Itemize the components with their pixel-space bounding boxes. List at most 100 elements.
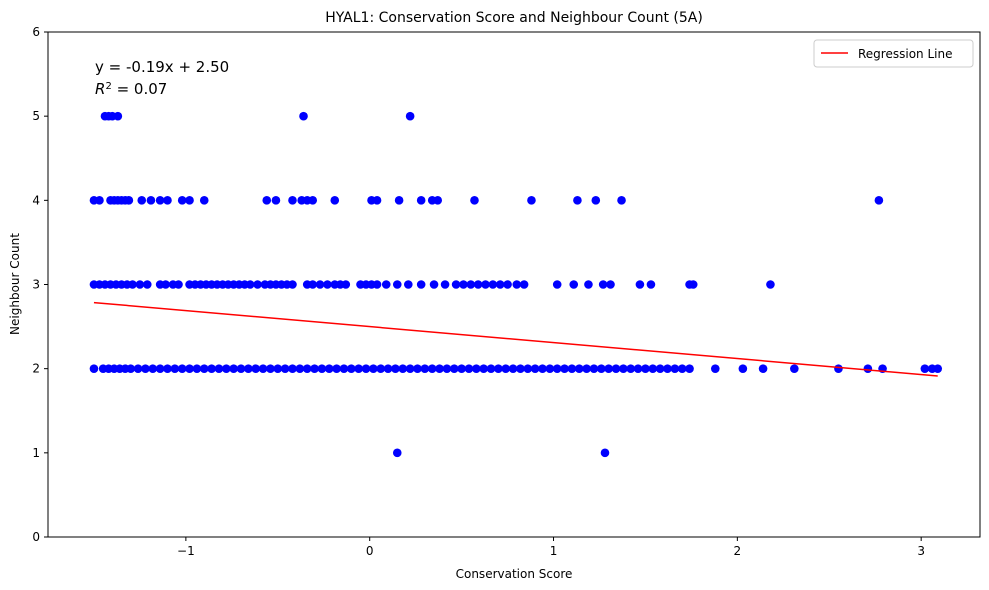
scatter-point (758, 364, 768, 373)
scatter-point (185, 364, 194, 373)
regression-equation: y = -0.19x + 2.50 (95, 58, 229, 76)
scatter-points (89, 111, 943, 458)
scatter-point (404, 280, 413, 289)
scatter-point (135, 280, 145, 289)
scatter-point (573, 196, 582, 205)
scatter-point (464, 364, 474, 373)
scatter-point (383, 364, 393, 373)
scatter-point (516, 364, 525, 373)
scatter-point (834, 364, 843, 373)
scatter-point (433, 196, 443, 205)
scatter-point (155, 196, 165, 205)
scatter-point (459, 280, 468, 289)
r2-symbol: R (95, 80, 105, 98)
scatter-point (185, 196, 194, 205)
scatter-point (199, 196, 209, 205)
scatter-point (790, 364, 799, 373)
scatter-point (381, 280, 391, 289)
scatter-point (376, 364, 386, 373)
plot-area (47, 31, 981, 538)
scatter-point (113, 111, 123, 121)
regression-layer (93, 301, 938, 377)
y-axis-ticks: 0 1 2 3 4 5 6 (32, 25, 48, 544)
scatter-point (449, 364, 459, 373)
scatter-point (617, 196, 626, 205)
scatter-point (435, 364, 444, 373)
scatter-point (177, 196, 187, 205)
scatter-point (591, 196, 601, 205)
scatter-point (606, 280, 615, 289)
scatter-point (170, 364, 180, 373)
r2-superscript: 2 (105, 81, 111, 92)
scatter-point (308, 280, 318, 289)
scatter-point (199, 364, 209, 373)
scatter-point (339, 364, 349, 373)
scatter-point (394, 196, 404, 205)
scatter-point (288, 196, 297, 205)
scatter-point (466, 280, 476, 289)
scatter-point (442, 364, 452, 373)
scatter-point (503, 280, 512, 289)
scatter-point (530, 364, 540, 373)
scatter-point (155, 364, 165, 373)
scatter-point (670, 364, 680, 373)
r2-value: = 0.07 (112, 80, 168, 98)
scatter-point (619, 364, 628, 373)
scatter-point (495, 280, 505, 289)
scatter-point (271, 196, 281, 205)
scatter-point (512, 280, 522, 289)
x-tick-label: −1 (177, 544, 195, 558)
x-tick-label: 3 (917, 544, 925, 558)
scatter-point (310, 364, 319, 373)
scatter-point (244, 364, 253, 373)
scatter-point (372, 280, 382, 289)
y-tick-label: 1 (32, 446, 40, 460)
scatter-point (163, 364, 172, 373)
scatter-point (527, 196, 536, 205)
r-squared-text: R2 = 0.07 (95, 80, 167, 98)
scatter-point (133, 364, 143, 373)
scatter-point (519, 280, 529, 289)
scatter-point (128, 280, 137, 289)
scatter-point (413, 364, 422, 373)
scatter-point (392, 280, 402, 289)
scatter-point (347, 364, 356, 373)
scatter-point (405, 111, 415, 121)
scatter-point (126, 364, 136, 373)
scatter-point (236, 364, 246, 373)
scatter-point (648, 364, 658, 373)
scatter-point (523, 364, 533, 373)
scatter-point (95, 196, 104, 205)
scatter-point (299, 111, 308, 121)
scatter-point (416, 280, 426, 289)
legend-box (813, 39, 974, 68)
scatter-point (574, 364, 584, 373)
scatter-point (560, 364, 569, 373)
x-axis-ticks: −1 0 1 2 3 (177, 537, 925, 558)
scatter-point (508, 364, 518, 373)
scatter-point (391, 364, 400, 373)
scatter-point (258, 364, 268, 373)
scatter-point (451, 280, 461, 289)
scatter-point (253, 280, 262, 289)
scatter-point (429, 280, 439, 289)
scatter-point (457, 364, 466, 373)
scatter-point (369, 364, 378, 373)
scatter-point (142, 280, 152, 289)
y-tick-label: 2 (32, 362, 40, 376)
scatter-point (584, 280, 593, 289)
scatter-point (488, 280, 498, 289)
scatter-point (626, 364, 636, 373)
scatter-point (611, 364, 621, 373)
scatter-point (710, 364, 720, 373)
chart-title: HYAL1: Conservation Score and Neighbour … (325, 10, 703, 26)
scatter-point (341, 280, 351, 289)
scatter-point (124, 196, 134, 205)
scatter-point (545, 364, 555, 373)
scatter-point (137, 196, 147, 205)
scatter-point (177, 364, 187, 373)
scatter-point (302, 364, 312, 373)
scatter-point (392, 448, 402, 458)
scatter-point (262, 196, 272, 205)
scatter-point (273, 364, 283, 373)
